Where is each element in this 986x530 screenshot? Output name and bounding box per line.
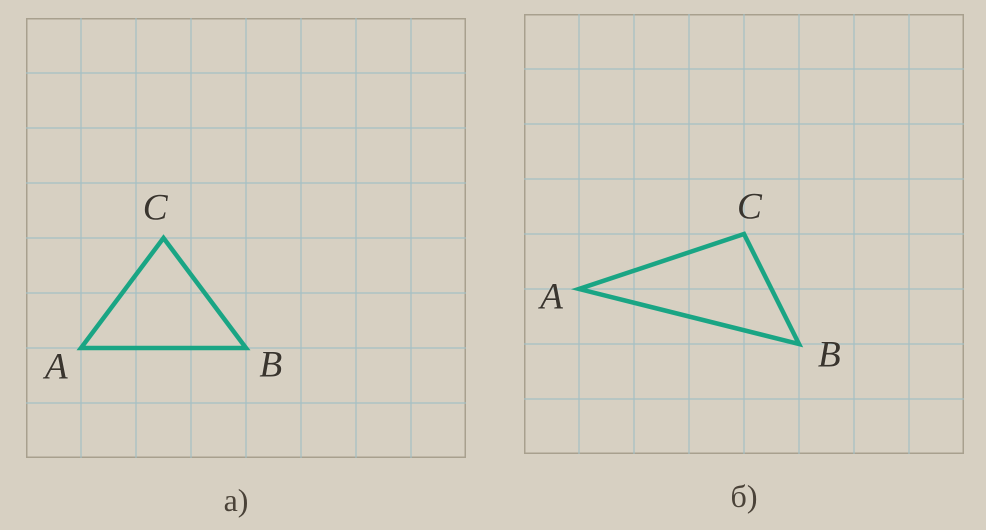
figure-panel-b: A B C [524, 14, 964, 454]
caption-a: а) [224, 482, 249, 519]
figure-panel-a: A B C [26, 18, 466, 458]
grid-a [26, 18, 466, 458]
caption-b: б) [731, 478, 758, 515]
grid-b [524, 14, 964, 454]
